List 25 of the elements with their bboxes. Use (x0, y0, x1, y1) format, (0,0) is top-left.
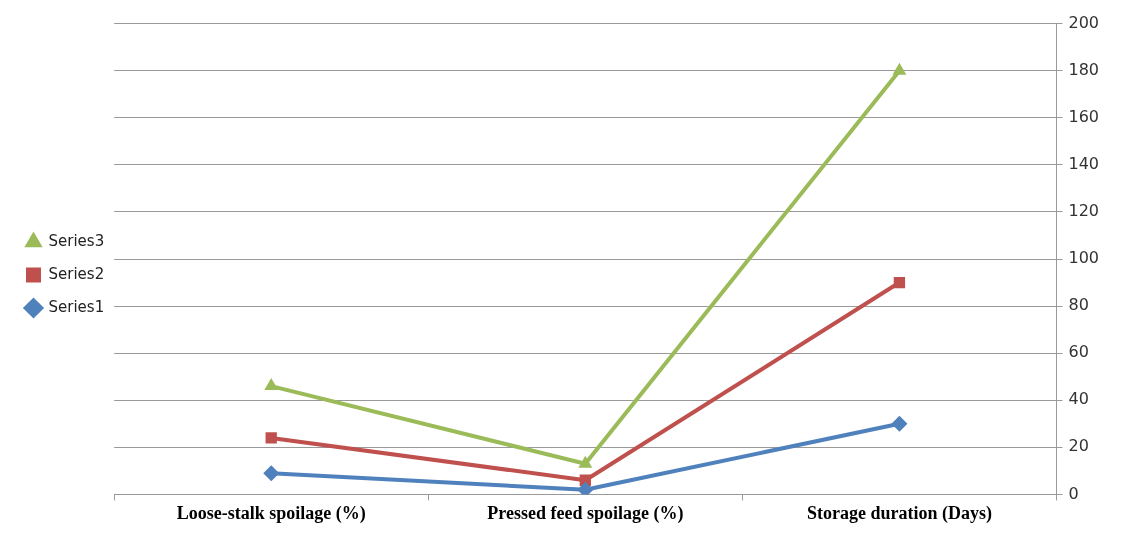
y-tick-label: 160 (1068, 106, 1100, 126)
legend-label: Series1 (48, 297, 105, 316)
point (578, 455, 593, 468)
x-tick-label: Loose-stalk spoilage (%) (176, 502, 366, 524)
y-tick-label: 40 (1068, 389, 1089, 409)
point (577, 481, 594, 495)
y-tick-label: 60 (1068, 342, 1089, 362)
point (264, 378, 279, 391)
y-tick-label: 0 (1068, 483, 1079, 503)
point (893, 276, 906, 289)
y-tick-label: 180 (1068, 59, 1100, 79)
y-tick-label: 100 (1068, 248, 1100, 268)
point (265, 432, 277, 444)
y-tick-label: 120 (1068, 201, 1100, 221)
y-tick-label: 20 (1068, 436, 1089, 456)
x-tick-label: Pressed feed spoilage (%) (487, 502, 684, 524)
legend-label: Series3 (48, 231, 105, 250)
legend-label: Series2 (48, 264, 105, 283)
point (891, 415, 908, 432)
y-tick-label: 80 (1068, 295, 1089, 315)
point (892, 62, 907, 75)
y-tick-label: 200 (1068, 12, 1100, 32)
y-tick-label: 140 (1068, 154, 1100, 173)
point (263, 465, 280, 482)
x-tick-label: Storage duration (Days) (806, 502, 992, 524)
